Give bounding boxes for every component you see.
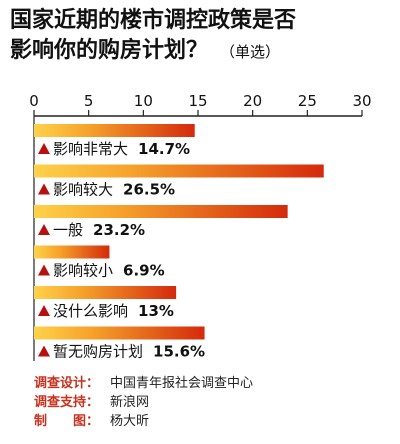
- credit-graphic: 制 图： 杨大昕: [34, 412, 253, 431]
- bar: [34, 124, 195, 137]
- bars: 影响非常大 14.7% 影响较大 26.5% 一般 23.2% 影响较小 6.9% 没什么影响 1…: [34, 124, 324, 361]
- triangle-marker: [38, 143, 50, 154]
- category-label: 影响较小: [53, 262, 113, 280]
- bar-group: 一般 23.2%: [34, 205, 288, 239]
- x-tick-label: 15: [188, 92, 207, 110]
- x-tick-label: 30: [352, 92, 371, 110]
- bar-group: 暂无购房计划 15.6%: [34, 326, 205, 361]
- triangle-marker: [38, 345, 50, 357]
- credit-design-key: 调查设计：: [34, 376, 100, 391]
- x-tick-label: 20: [243, 92, 262, 110]
- value-label: 13%: [138, 302, 174, 320]
- bar: [34, 286, 177, 299]
- value-label: 26.5%: [123, 181, 175, 199]
- credit-support-value: 新浪网: [110, 395, 150, 410]
- credit-design: 调查设计： 中国青年报社会调查中心: [34, 374, 253, 393]
- value-label: 23.2%: [93, 221, 145, 239]
- credit-support-key: 调查支持：: [34, 395, 100, 410]
- category-label: 没什么影响: [53, 302, 128, 320]
- x-tick-label: 10: [134, 92, 153, 110]
- x-tick-label: 5: [84, 92, 94, 110]
- bar-group: 没什么影响 13%: [34, 286, 177, 320]
- value-label: 15.6%: [153, 343, 205, 361]
- bar: [34, 164, 324, 178]
- x-tick-label: 0: [29, 92, 39, 110]
- x-tick-label: 25: [298, 92, 317, 110]
- triangle-marker: [38, 224, 50, 235]
- triangle-marker: [38, 305, 50, 316]
- value-label: 14.7%: [138, 140, 190, 158]
- title-line-2: 影响你的购房计划？ （单选）: [10, 36, 390, 67]
- credit-graphic-key: 制 图：: [34, 414, 100, 429]
- credit-graphic-value: 杨大昕: [110, 414, 150, 429]
- category-label: 影响较大: [53, 181, 113, 199]
- bar: [34, 205, 288, 218]
- bar-group: 影响较大 26.5%: [34, 164, 324, 199]
- category-label: 暂无购房计划: [53, 343, 143, 361]
- value-label: 6.9%: [123, 262, 165, 280]
- category-label: 影响非常大: [53, 140, 128, 158]
- credit-design-value: 中国青年报社会调查中心: [110, 376, 254, 391]
- chart-title: 国家近期的楼市调控政策是否 影响你的购房计划？ （单选）: [10, 6, 390, 67]
- single-choice-tag: （单选）: [220, 43, 281, 61]
- bar: [34, 326, 205, 340]
- bar-group: 影响非常大 14.7%: [34, 124, 195, 158]
- credit-support: 调查支持： 新浪网: [34, 393, 253, 412]
- title-line-2-text: 影响你的购房计划？: [10, 38, 209, 63]
- credits: 调查设计： 中国青年报社会调查中心 调查支持： 新浪网 制 图： 杨大昕: [34, 374, 253, 431]
- bar-group: 影响较小 6.9%: [34, 245, 165, 280]
- bar: [34, 245, 110, 259]
- triangle-marker: [38, 264, 50, 276]
- category-label: 一般: [53, 221, 83, 239]
- triangle-marker: [38, 183, 50, 195]
- title-line-1: 国家近期的楼市调控政策是否: [10, 8, 297, 33]
- x-axis: 0 5 10 15 20 25 30: [29, 92, 372, 361]
